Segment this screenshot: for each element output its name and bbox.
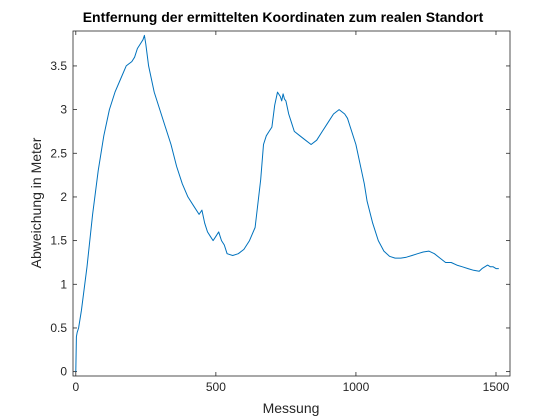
y-tick-label: 0.5 <box>50 321 67 335</box>
series-line <box>75 34 499 372</box>
x-tick-label: 1000 <box>343 380 370 394</box>
x-tick-label: 500 <box>206 380 226 394</box>
y-tick-label: 3 <box>60 103 67 117</box>
y-tick-label: 1.5 <box>50 234 67 248</box>
y-tick-label: 0 <box>60 365 67 379</box>
y-tick-label: 2.5 <box>50 146 67 160</box>
series-layer <box>75 34 499 372</box>
ticks-layer: 0 500 1000 1500 0 0.5 1 1.5 2 2.5 3 3.5 <box>50 31 510 394</box>
chart-title: Entfernung der ermittelten Koordinaten z… <box>83 9 484 25</box>
y-axis-label: Abweichung in Meter <box>28 137 44 268</box>
x-axis-label: Messung <box>263 400 320 416</box>
x-tick-label: 1500 <box>483 380 510 394</box>
x-tick-label: 0 <box>72 380 79 394</box>
y-tick-label: 1 <box>60 277 67 291</box>
y-tick-label: 3.5 <box>50 59 67 73</box>
plot-area <box>72 30 511 377</box>
y-tick-label: 2 <box>60 190 67 204</box>
